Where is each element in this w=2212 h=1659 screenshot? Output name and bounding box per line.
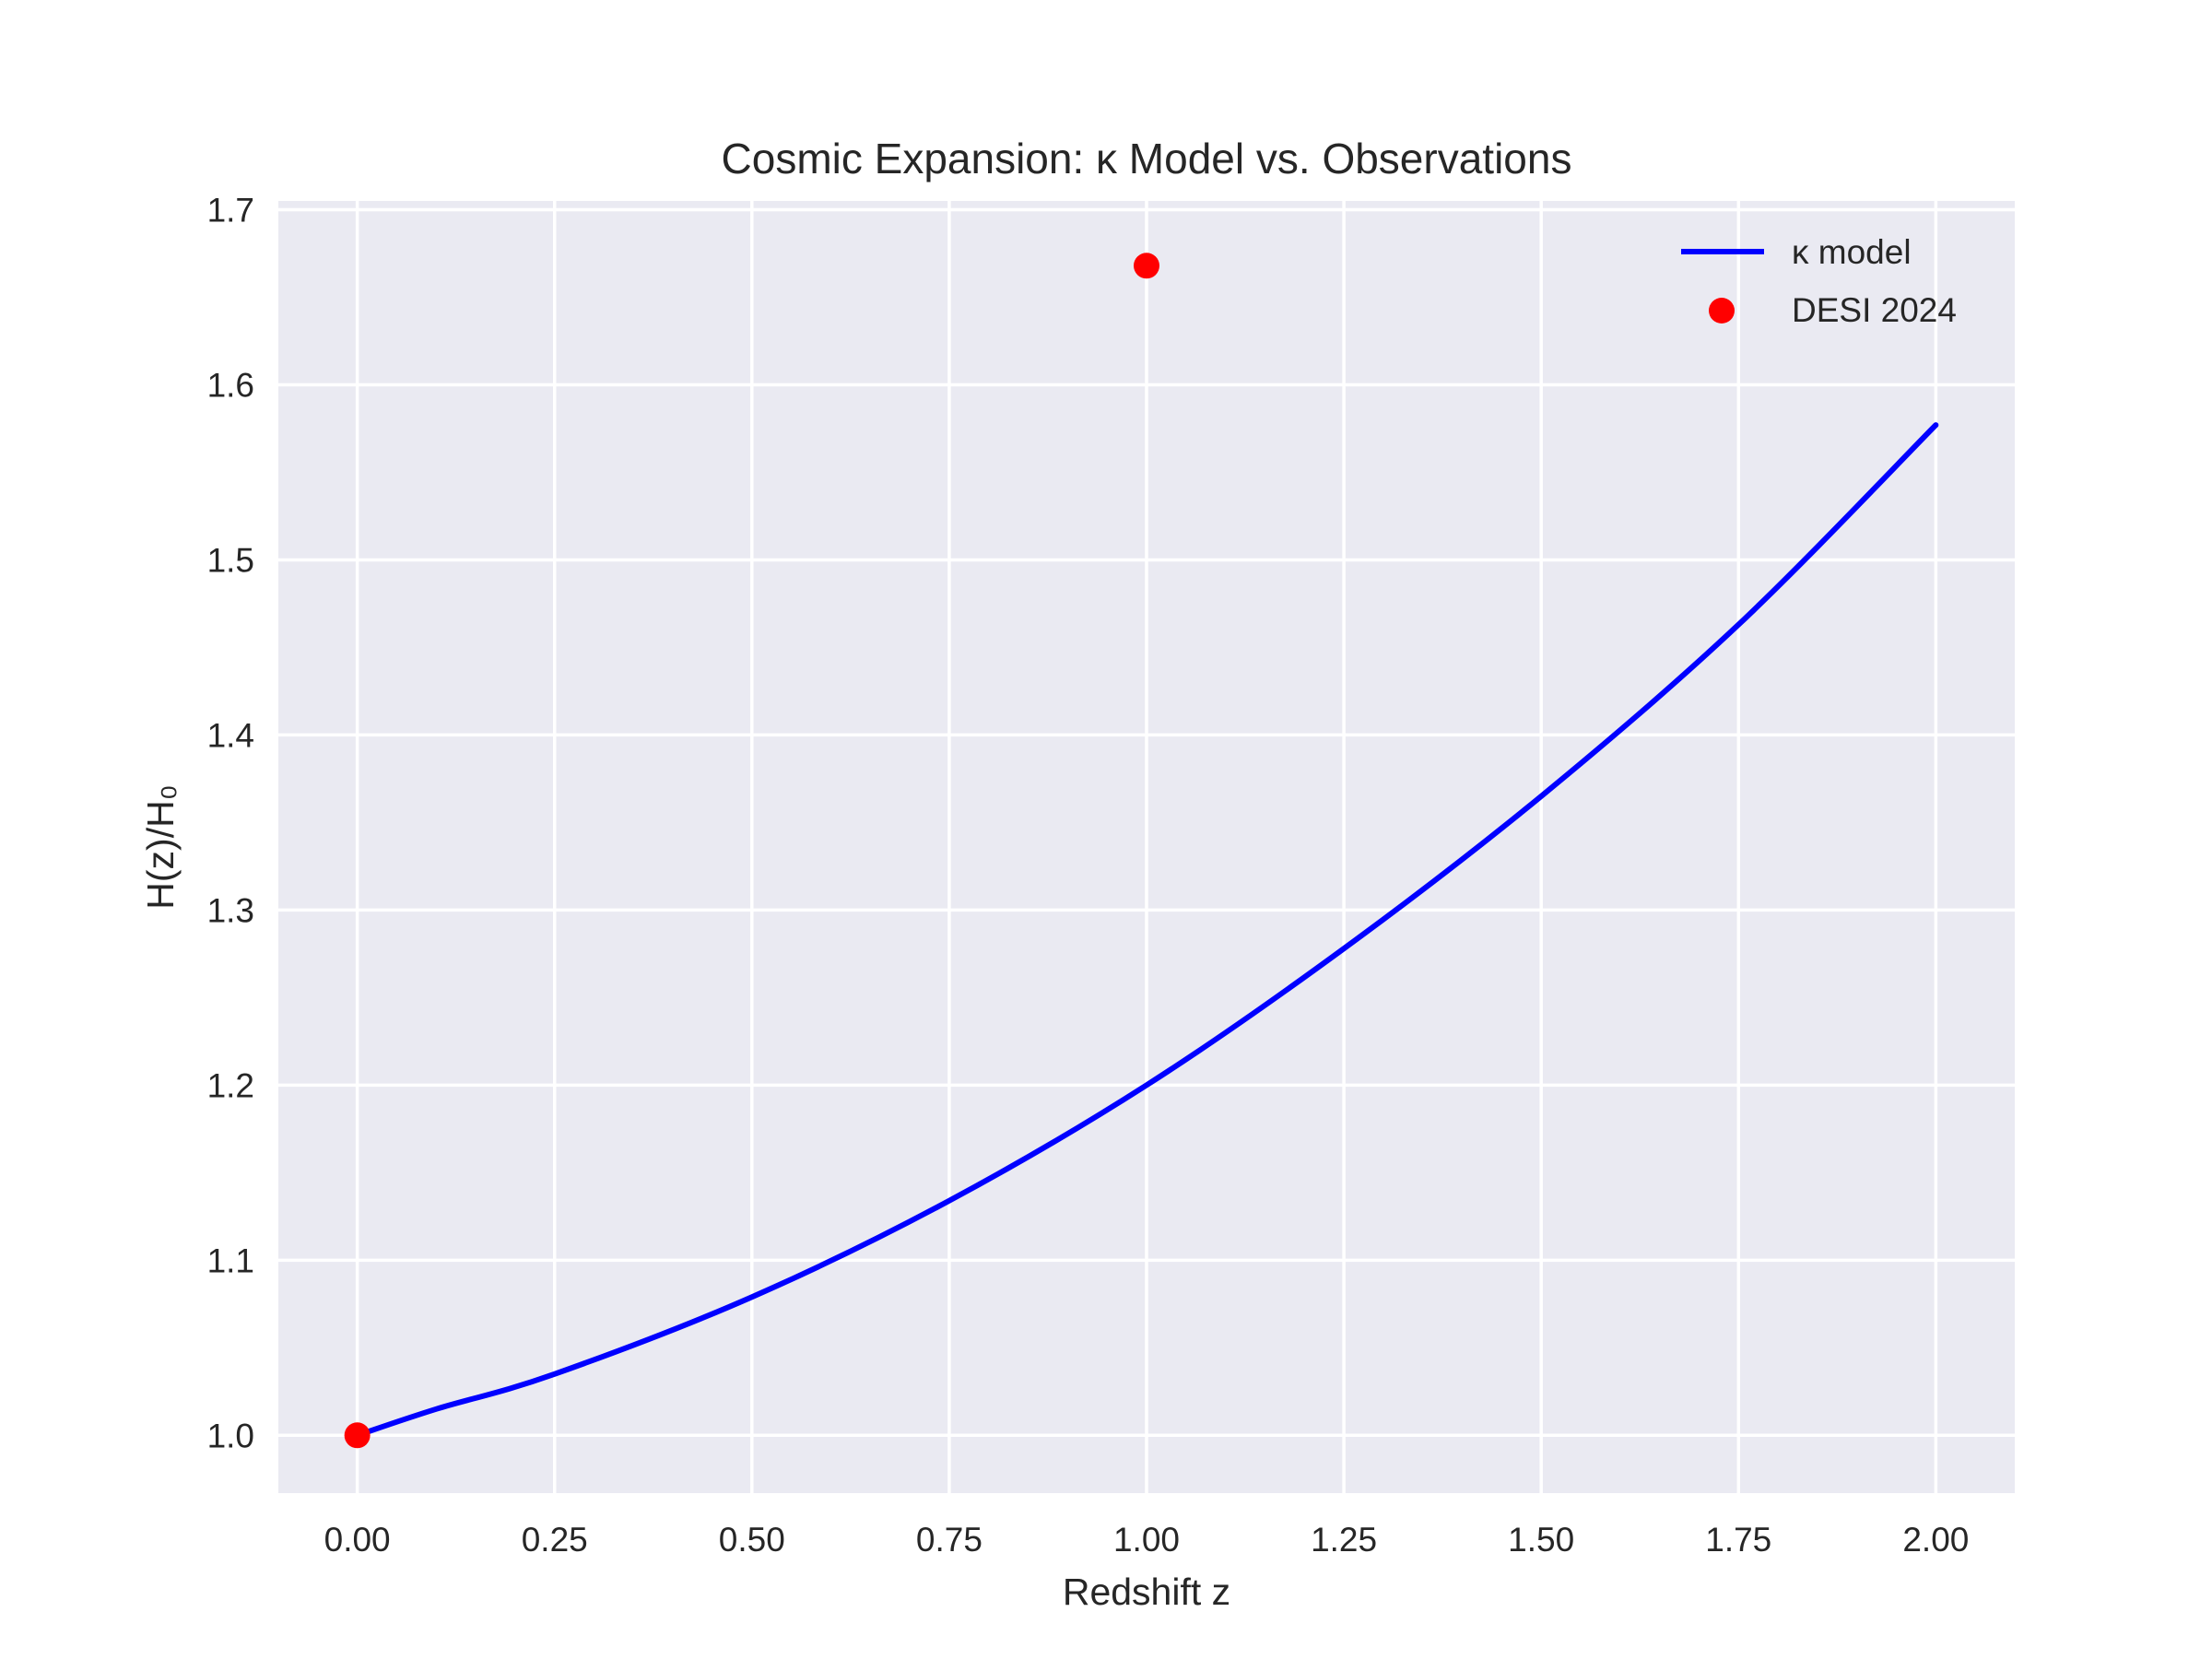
x-axis-ticks: 0.00 0.25 0.50 0.75 1.00 1.25 1.50 1.75 2.00: [324, 1521, 1970, 1559]
y-tick-label: 1.5: [207, 541, 254, 579]
legend: κ model DESI 2024: [1681, 233, 1957, 329]
x-tick-label: 1.75: [1705, 1521, 1771, 1559]
legend-label-model: κ model: [1792, 233, 1912, 271]
x-tick-label: 0.50: [719, 1521, 785, 1559]
x-tick-label: 0.25: [522, 1521, 588, 1559]
desi-data-point: [344, 1422, 371, 1449]
grid: [278, 201, 2015, 1493]
legend-marker-swatch: [1709, 298, 1735, 324]
x-tick-label: 1.00: [1113, 1521, 1180, 1559]
y-axis-ticks: 1.0 1.1 1.2 1.3 1.4 1.5 1.6 1.7: [207, 191, 254, 1454]
y-tick-label: 1.2: [207, 1066, 254, 1104]
y-tick-label: 1.3: [207, 891, 254, 929]
x-tick-label: 1.25: [1311, 1521, 1377, 1559]
x-tick-label: 2.00: [1902, 1521, 1969, 1559]
x-tick-label: 0.00: [324, 1521, 391, 1559]
series-layer: [344, 253, 1939, 1449]
y-axis-label: H(z)/H₀: [139, 784, 182, 909]
x-axis-label: Redshift z: [1063, 1571, 1230, 1613]
legend-label-desi: DESI 2024: [1792, 291, 1957, 329]
series-line-kappa-model: [354, 422, 1939, 1439]
desi-data-point: [1134, 253, 1159, 279]
y-tick-label: 1.7: [207, 191, 254, 229]
x-tick-label: 0.75: [916, 1521, 982, 1559]
x-tick-label: 1.50: [1508, 1521, 1574, 1559]
y-tick-label: 1.4: [207, 716, 254, 754]
y-tick-label: 1.0: [207, 1417, 254, 1454]
y-tick-label: 1.1: [207, 1241, 254, 1279]
chart-title: Cosmic Expansion: κ Model vs. Observatio…: [722, 135, 1572, 182]
y-tick-label: 1.6: [207, 366, 254, 404]
